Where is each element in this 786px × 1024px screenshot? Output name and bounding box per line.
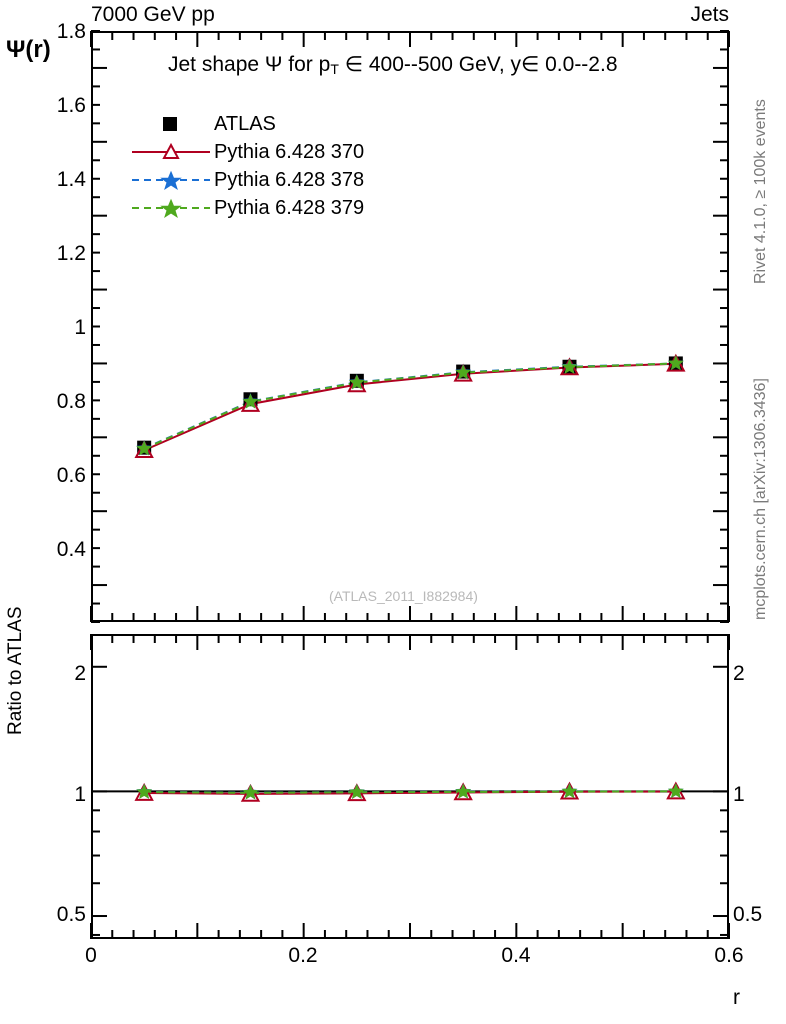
legend-swatch-pythia-378 [128,169,214,191]
legend-label-pythia-379: Pythia 6.428 379 [214,196,365,219]
y-tick-ratio-r-2: 1 [733,783,745,806]
plot-title-subscript: T [330,61,339,77]
legend-item-pythia-378: Pythia 6.428 378 [128,166,364,194]
y-tick-labels-ratio-left: 2 1 0.5 [10,634,86,939]
ratio-plot-frame [91,634,729,939]
y-tick-main-6: 0.8 [56,390,86,413]
y-axis-label-main: Ψ(r) [6,36,51,63]
header-beam-label: 7000 GeV pp [91,3,215,26]
y-tick-main-2: 1.6 [56,94,86,117]
header-category-label: Jets [690,3,729,26]
y-tick-ratio-r-1: 2 [733,662,745,685]
y-tick-main-3: 1.4 [56,168,86,191]
y-tick-main-7: 0.6 [56,464,86,487]
y-tick-labels-ratio-right: 2 1 0.5 [733,634,786,939]
x-axis-label: r [733,986,740,1009]
x-tick-2: 0.2 [288,944,318,967]
analysis-id-watermark: (ATLAS_2011_I882984) [329,588,478,604]
legend-swatch-atlas [128,113,214,135]
rivet-version-caption: Rivet 4.1.0, ≥ 100k events [752,99,769,284]
y-tick-main-5: 1 [74,316,86,339]
plot-title-post: ∈ 400--500 GeV, y∈ 0.0--2.8 [338,53,618,76]
x-tick-labels: 0 0.2 0.4 0.6 [0,944,786,974]
mcplots-reference-caption: mcplots.cern.ch [arXiv:1306.3436] [752,378,769,620]
y-tick-main-1: 1.8 [56,20,86,43]
y-tick-ratio-l-1: 2 [74,662,86,685]
legend: ATLAS Pythia 6.428 370 Pythia 6.428 378 [128,110,364,222]
x-tick-4: 0.6 [714,944,744,967]
legend-label-pythia-378: Pythia 6.428 378 [214,168,365,191]
y-tick-main-4: 1.2 [56,242,86,265]
y-tick-ratio-l-3: 0.5 [56,903,86,926]
legend-swatch-pythia-379 [128,197,214,219]
y-tick-labels-main: 1.8 1.6 1.4 1.2 1 0.8 0.6 0.4 [10,20,86,622]
y-tick-main-8: 0.4 [56,538,86,561]
y-tick-ratio-r-3: 0.5 [733,903,763,926]
plot-title: Jet shape Ψ for pT ∈ 400--500 GeV, y∈ 0.… [168,52,618,77]
legend-item-pythia-379: Pythia 6.428 379 [128,194,364,222]
x-tick-3: 0.4 [501,944,531,967]
plot-title-pre: Jet shape Ψ for p [168,53,331,76]
x-tick-1: 0 [85,944,97,967]
legend-swatch-pythia-370 [128,141,214,163]
legend-label-atlas: ATLAS [214,112,276,135]
y-tick-ratio-l-2: 1 [74,783,86,806]
legend-item-pythia-370: Pythia 6.428 370 [128,138,364,166]
legend-item-atlas: ATLAS [128,110,364,138]
legend-label-pythia-370: Pythia 6.428 370 [214,140,365,163]
